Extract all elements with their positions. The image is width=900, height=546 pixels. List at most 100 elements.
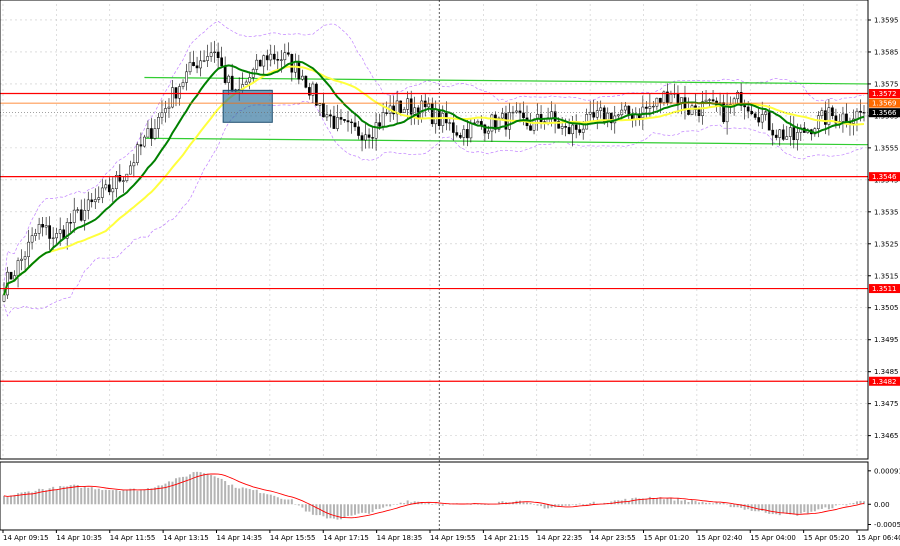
- candle-body: [329, 114, 332, 117]
- candle-body: [139, 144, 143, 147]
- candle-body: [497, 117, 501, 130]
- macd-histogram-bar: [540, 504, 543, 507]
- macd-histogram-bar: [280, 498, 283, 505]
- level-label-box: [869, 98, 900, 108]
- level-label: 1.3566: [872, 109, 897, 117]
- candle-body: [90, 199, 94, 203]
- macd-histogram-bar: [153, 487, 156, 505]
- candle-body: [483, 124, 487, 134]
- indicator-frame: [0, 461, 869, 531]
- macd-tick-label: 0.00: [874, 501, 890, 509]
- candle-body: [44, 225, 48, 228]
- candle-body: [315, 83, 318, 106]
- macd-histogram-bar: [557, 504, 560, 507]
- candle-body: [9, 271, 13, 280]
- candle-body: [34, 233, 37, 236]
- macd-histogram-bar: [855, 501, 858, 505]
- price-tick-label: 1.3555: [874, 144, 899, 152]
- candle-body: [143, 136, 146, 147]
- macd-histogram-bar: [80, 487, 83, 505]
- candle-body: [83, 210, 87, 221]
- macd-histogram-bar: [722, 502, 725, 505]
- macd-histogram-bar: [852, 502, 855, 505]
- macd-histogram-bar: [347, 504, 349, 516]
- macd-histogram-bar: [385, 504, 388, 507]
- candle-body: [732, 98, 736, 105]
- candle-body: [785, 136, 789, 140]
- candle-body: [230, 75, 234, 92]
- candle-body: [104, 184, 108, 189]
- candle-body: [827, 107, 831, 125]
- macd-histogram-bar: [339, 504, 342, 520]
- macd-histogram-bar: [196, 471, 199, 505]
- channel-upper-line: [144, 76, 869, 85]
- candle-body: [357, 126, 360, 136]
- macd-histogram-bar: [357, 504, 360, 514]
- macd-histogram-bar: [652, 498, 655, 505]
- macd-histogram-bar: [669, 497, 672, 505]
- macd-histogram-bar: [378, 504, 381, 509]
- macd-histogram-bar: [203, 473, 206, 505]
- macd-histogram-bar: [645, 498, 648, 505]
- candle-body: [72, 209, 76, 223]
- time-tick-label: 15 Apr 05:20: [804, 534, 850, 542]
- macd-histogram-bar: [189, 474, 192, 505]
- macd-histogram-bar: [483, 504, 486, 505]
- macd-histogram-bar: [132, 488, 135, 505]
- macd-histogram-bar: [136, 490, 139, 505]
- macd-histogram-bar: [3, 495, 5, 505]
- macd-histogram-bar: [564, 504, 567, 506]
- macd-histogram-bar: [666, 498, 669, 505]
- candle-body: [199, 60, 202, 69]
- macd-histogram-bar: [48, 488, 51, 505]
- macd-histogram-bar: [389, 504, 392, 507]
- macd-histogram-bar: [631, 498, 634, 505]
- candle-body: [690, 105, 694, 115]
- candle-body: [125, 173, 129, 182]
- macd-histogram-bar: [529, 502, 532, 505]
- macd-histogram-bar: [276, 497, 279, 505]
- macd-histogram-bar: [673, 500, 676, 505]
- candle-body: [764, 111, 768, 115]
- candle-body: [659, 97, 662, 103]
- macd-histogram-bar: [13, 494, 16, 505]
- macd-histogram-bar: [361, 504, 364, 513]
- candle-body: [778, 129, 782, 138]
- candle-body: [511, 111, 515, 114]
- macd-histogram-bar: [192, 472, 195, 505]
- macd-histogram-bar: [24, 491, 27, 505]
- fast-moving-average-line: [3, 60, 865, 296]
- candle-body: [476, 121, 480, 124]
- candle-body: [767, 111, 771, 131]
- candle-body: [48, 225, 51, 239]
- macd-histogram-bar: [171, 481, 174, 505]
- candle-body: [118, 175, 122, 182]
- candle-body: [79, 209, 83, 221]
- level-label: 1.3546: [872, 173, 897, 181]
- candle-body: [167, 106, 171, 109]
- macd-histogram-bar: [834, 504, 837, 506]
- candle-body: [739, 92, 743, 106]
- macd-histogram-bar: [220, 478, 223, 505]
- macd-histogram-bar: [182, 476, 185, 505]
- candle-body: [195, 65, 199, 69]
- candle-body: [834, 115, 838, 124]
- envelope-upper-line: [3, 20, 865, 286]
- candle-body: [385, 112, 388, 114]
- candle-body: [434, 109, 438, 125]
- macd-histogram-bar: [55, 489, 58, 505]
- candle-body: [490, 114, 494, 132]
- candle-body: [465, 129, 469, 139]
- macd-histogram-bar: [227, 485, 230, 505]
- macd-histogram-bar: [87, 487, 90, 505]
- candle-body: [652, 105, 655, 108]
- macd-histogram-bar: [129, 488, 132, 505]
- candle-body: [588, 111, 592, 115]
- macd-histogram-bar: [273, 495, 276, 505]
- candle-body: [567, 127, 571, 135]
- macd-indicator-area: [3, 471, 865, 520]
- macd-histogram-bar: [469, 504, 472, 505]
- candle-body: [560, 126, 564, 129]
- macd-histogram-bar: [66, 486, 69, 505]
- candle-body: [171, 87, 174, 108]
